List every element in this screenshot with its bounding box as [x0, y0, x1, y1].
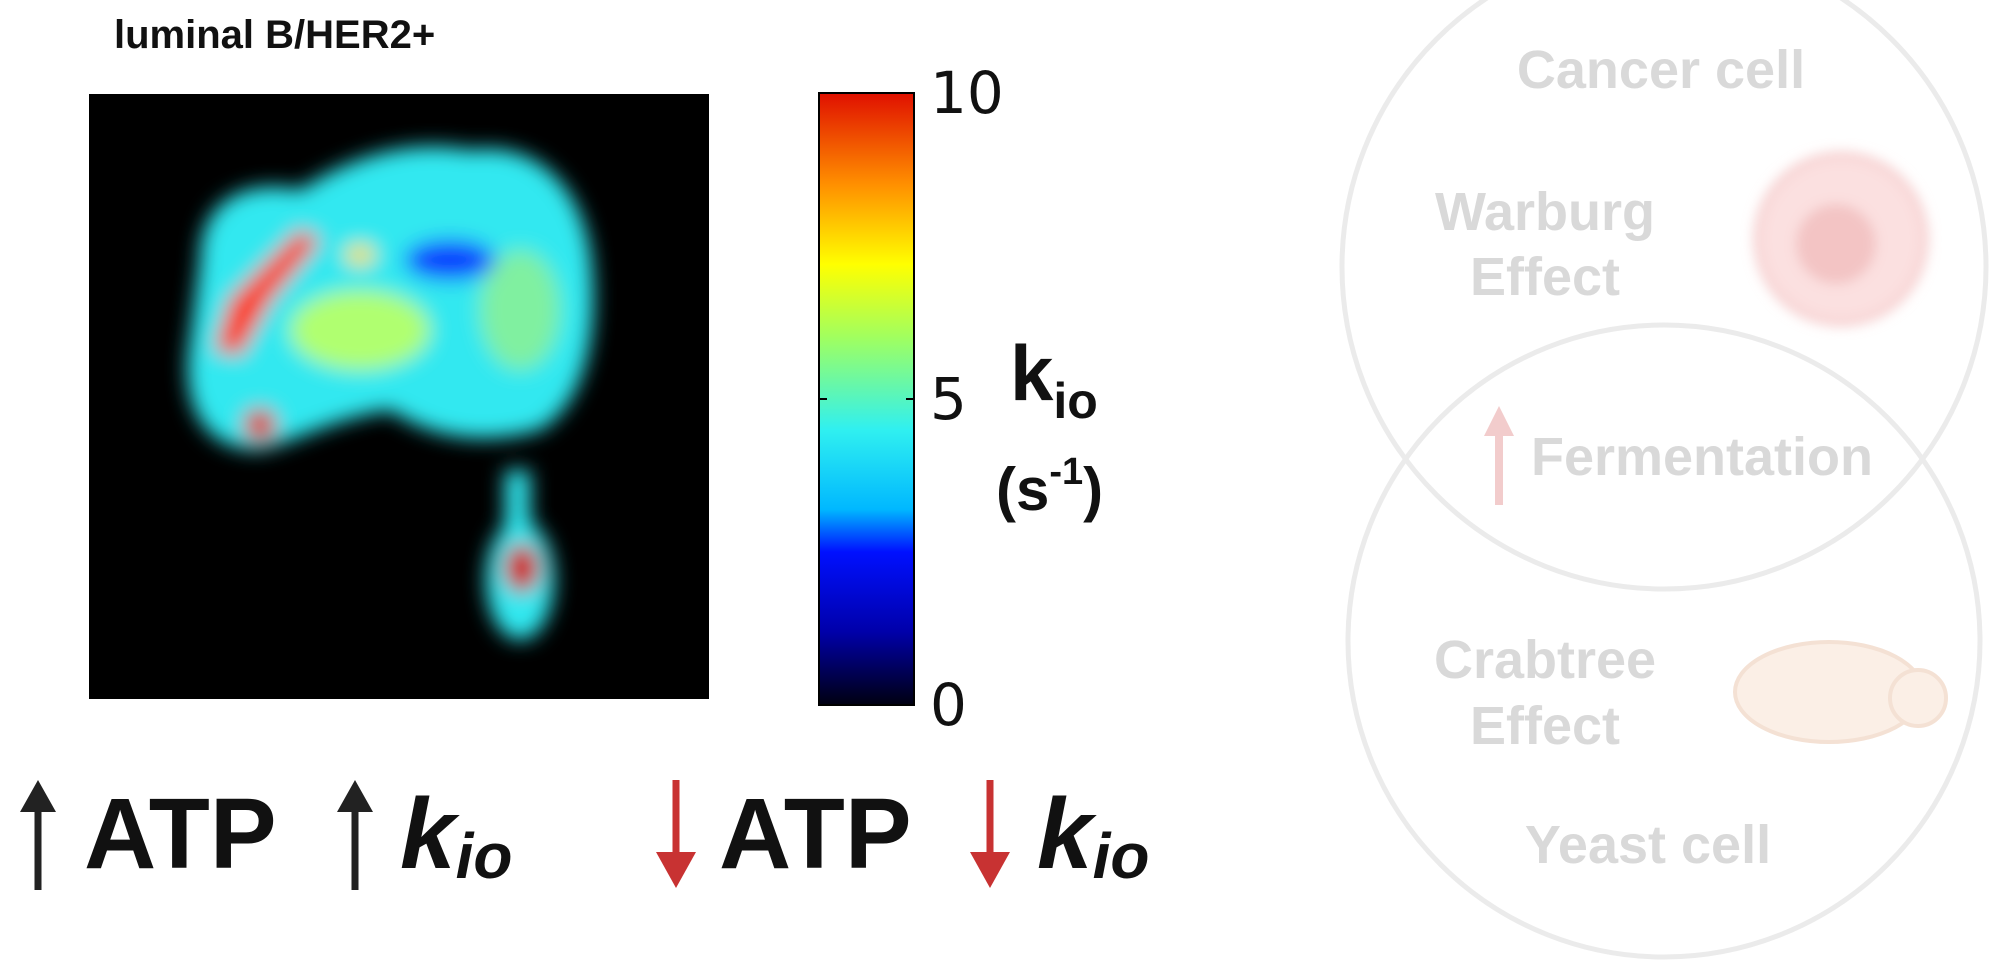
colorbar-label-sub: io: [1053, 373, 1097, 429]
colorbar-unit-open: (s: [996, 456, 1049, 523]
arrow-head: [1484, 406, 1514, 436]
colorbar-unit-sup: -1: [1049, 451, 1083, 493]
arrow-head: [20, 780, 56, 812]
indicator-down: ATP kio: [656, 778, 1150, 892]
venn-effect: Warburg: [1435, 182, 1655, 242]
venn-effect: Effect: [1470, 696, 1620, 756]
arrow-head: [337, 780, 373, 812]
k-label: kio: [1037, 778, 1150, 892]
k-label: kio: [400, 778, 513, 892]
venn-shared: Fermentation: [1531, 427, 1873, 487]
colorbar-unit: (s-1): [996, 451, 1103, 523]
colorbar-tick-label: 5: [930, 365, 967, 433]
atp-label: ATP: [84, 778, 277, 890]
k-sub: io: [456, 820, 513, 892]
heatmap-title: luminal B/HER2+: [114, 13, 435, 57]
arrow-head: [970, 852, 1010, 888]
k: k: [1037, 778, 1097, 890]
venn-bottom: Yeast cell: [1525, 815, 1771, 875]
cancer-cell-icon: [1757, 155, 1925, 323]
venn-effect: Effect: [1470, 247, 1620, 307]
colorbar-tick-label: 0: [930, 671, 967, 739]
venn-top: Cancer cell: [1517, 40, 1805, 100]
yeast-cell-icon: [1735, 642, 1946, 742]
figure: luminal B/HER2+ 0510 kio (s-1) ATP kio A…: [0, 0, 1990, 961]
venn-effect: Crabtree: [1434, 630, 1656, 690]
colorbar-tick-label: 10: [930, 59, 1004, 127]
k: k: [400, 778, 460, 890]
k-sub: io: [1093, 820, 1150, 892]
indicator-up: ATP kio: [20, 778, 513, 892]
colorbar-label-k: k: [1010, 329, 1054, 417]
atp-label: ATP: [719, 778, 912, 890]
arrow-head: [656, 852, 696, 888]
colorbar-label: kio: [1010, 329, 1098, 429]
colorbar-unit-close: ): [1083, 456, 1103, 523]
venn: Cancer cell Warburg Effect Fermentation …: [1342, 0, 1986, 957]
colorbar: [819, 93, 914, 705]
